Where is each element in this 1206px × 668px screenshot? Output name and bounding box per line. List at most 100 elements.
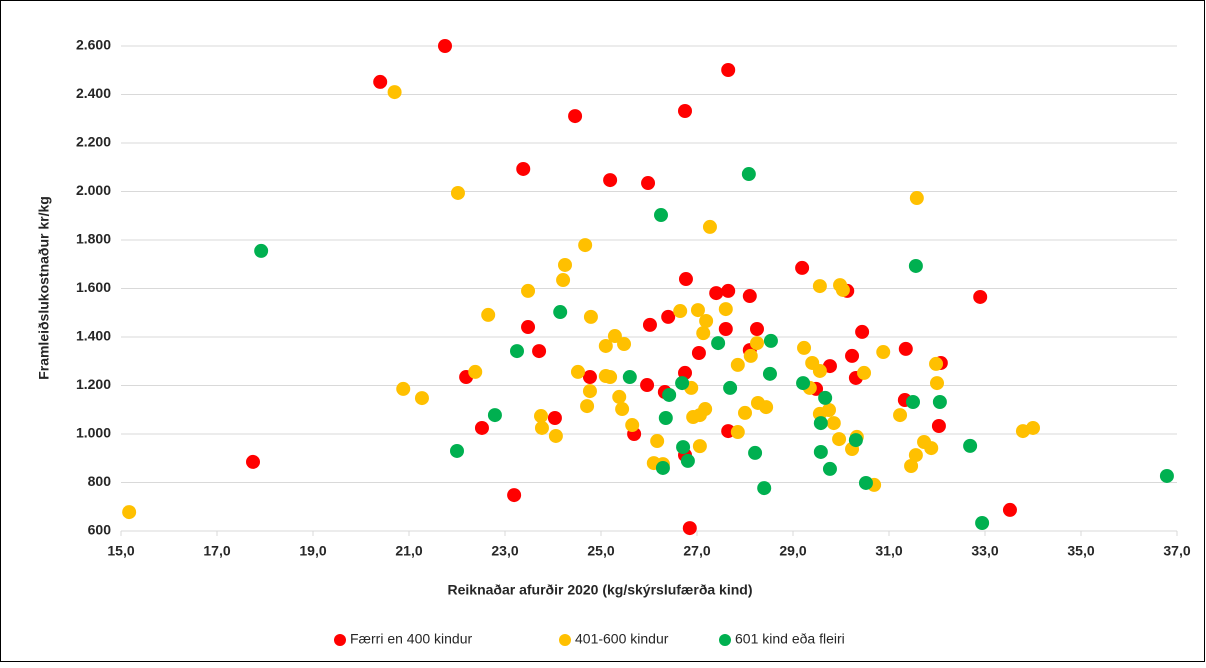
point (759, 400, 774, 415)
point (691, 346, 706, 361)
x-tick-label: 31,0 (875, 543, 902, 559)
y-tick-label: 2.400 (76, 85, 111, 101)
point (373, 74, 388, 89)
point (680, 453, 695, 468)
point (507, 488, 522, 503)
point (909, 191, 924, 206)
point (682, 521, 697, 536)
point (826, 416, 841, 431)
point (1002, 502, 1017, 517)
point (678, 103, 692, 118)
point (973, 289, 988, 304)
point (122, 505, 137, 520)
point (963, 438, 978, 453)
point (654, 208, 668, 223)
point (750, 336, 764, 351)
point (474, 420, 489, 435)
point (521, 320, 536, 335)
point (553, 305, 568, 320)
point (805, 355, 820, 370)
point (835, 282, 850, 297)
x-tick-label: 37,0 (1163, 543, 1190, 559)
x-tick-label: 23,0 (491, 543, 518, 559)
point (743, 348, 758, 363)
point (568, 109, 583, 124)
legend-swatch (719, 634, 731, 646)
point (617, 337, 632, 352)
point (450, 185, 465, 200)
point (607, 329, 622, 344)
point (699, 313, 714, 328)
point (975, 515, 990, 530)
point (906, 394, 920, 409)
point (876, 345, 891, 360)
point (534, 409, 548, 424)
point (641, 176, 656, 191)
point (414, 391, 429, 406)
point (723, 380, 738, 395)
point (898, 341, 913, 356)
point (578, 238, 593, 253)
point (813, 444, 828, 459)
y-tick-label: 1.000 (76, 425, 111, 441)
point (750, 321, 764, 336)
point (510, 344, 524, 359)
point (748, 445, 763, 460)
point (686, 410, 701, 425)
point (718, 302, 733, 317)
point (481, 307, 496, 322)
point (521, 283, 536, 298)
x-axis-label: Reiknaðar afurðir 2020 (kg/skýrslufærða … (448, 582, 753, 598)
legend-label: 401-600 kindur (575, 631, 669, 647)
point (797, 340, 812, 355)
point (908, 258, 923, 273)
point (845, 348, 860, 363)
point (730, 425, 745, 440)
point (893, 408, 908, 423)
legend-label: 601 kind eða fleiri (735, 631, 845, 647)
point (468, 364, 483, 379)
point (612, 389, 627, 404)
point (675, 376, 690, 391)
point (930, 376, 944, 391)
point (532, 344, 547, 359)
point (763, 333, 778, 348)
y-axis-label: Framleiðslukostnaður kr/kg (36, 196, 52, 380)
point (741, 167, 756, 182)
point (387, 85, 402, 100)
point (738, 405, 752, 420)
point (730, 357, 745, 372)
point (650, 434, 665, 449)
point (622, 370, 637, 385)
legend-swatch (334, 634, 346, 646)
point (534, 420, 549, 435)
x-tick-label: 25,0 (587, 543, 614, 559)
x-tick-label: 33,0 (971, 543, 998, 559)
point (932, 394, 947, 409)
point (721, 63, 736, 78)
point (822, 402, 836, 417)
point (661, 309, 676, 324)
point (642, 317, 657, 332)
point (721, 283, 736, 298)
point (580, 399, 595, 414)
point (692, 439, 707, 454)
x-tick-label: 17,0 (203, 543, 230, 559)
x-tick-label: 21,0 (395, 543, 422, 559)
point (908, 448, 923, 463)
x-tick-label: 15,0 (107, 543, 134, 559)
y-tick-label: 1.200 (76, 376, 111, 392)
point (848, 433, 863, 448)
x-tick-label: 29,0 (779, 543, 806, 559)
point (570, 364, 585, 379)
point (547, 410, 562, 425)
point (857, 365, 872, 380)
x-tick-label: 27,0 (683, 543, 710, 559)
point (709, 286, 724, 301)
y-tick-label: 2.600 (76, 37, 111, 53)
legend-swatch (559, 634, 571, 646)
point (858, 475, 873, 490)
point (254, 243, 269, 258)
